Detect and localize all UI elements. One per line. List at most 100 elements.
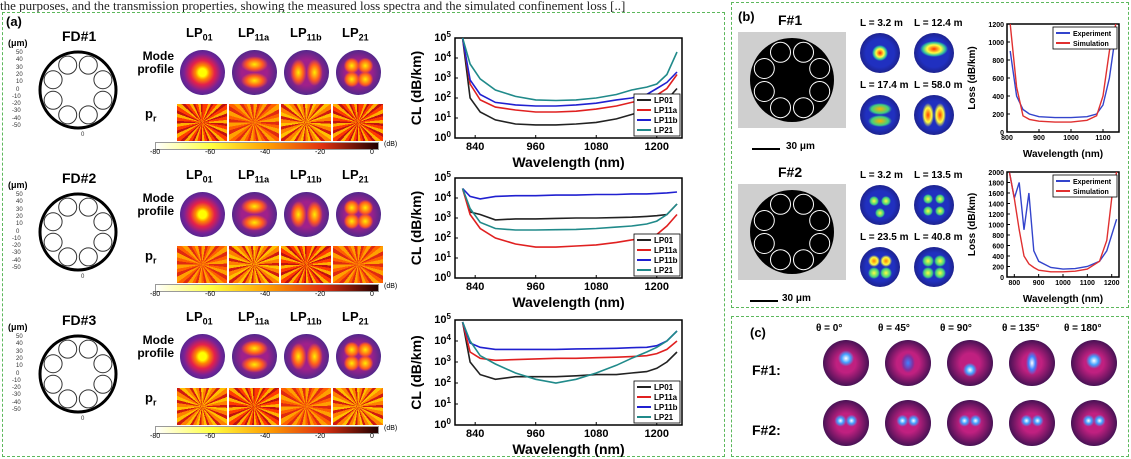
- panel-b-label: (b): [738, 9, 755, 24]
- capillary-tube: [43, 354, 63, 374]
- measured-mode-image: [860, 95, 900, 135]
- axis-tick: 30: [16, 206, 23, 213]
- capillary-tube: [43, 374, 63, 394]
- series-line-simulation: [1009, 23, 1117, 123]
- legend-label: LP01: [654, 383, 674, 392]
- axis-tick: 0: [16, 86, 20, 93]
- scale-bar-line: [752, 148, 780, 150]
- capillary-tube: [78, 247, 98, 267]
- y-tick-label: 100: [434, 130, 451, 144]
- axis-tick: 30: [16, 64, 23, 71]
- y-tick-label: 2000: [988, 170, 1004, 177]
- y-tick-label: 1000: [988, 40, 1004, 47]
- axis-tick: 30: [16, 348, 23, 355]
- colorbar-tick: -80: [150, 149, 161, 156]
- output-mode-image: [885, 340, 931, 386]
- capillary-tube: [770, 193, 791, 215]
- unit-label: (μm): [8, 38, 28, 48]
- y-tick-label: 1200: [988, 212, 1004, 219]
- x-tick-label: 1000: [1055, 280, 1071, 287]
- cl-chart-fd2: 100 101 102 103 104 105 840 960 1080 1200 Waveleng…: [408, 170, 683, 310]
- mode-name-label: LP11a: [238, 309, 270, 327]
- colorbar-tick: 0: [370, 149, 374, 156]
- x-tick-label: 960: [527, 141, 545, 153]
- colorbar-tick: -80: [150, 433, 161, 440]
- capillary-tube: [58, 197, 78, 217]
- mode-profile-label: Mode profile: [137, 333, 174, 360]
- capillary-tube: [809, 233, 831, 254]
- colorbar-tick: -20: [315, 149, 326, 156]
- y-tick-label: 103: [434, 354, 451, 368]
- mode-subscript: 21: [358, 174, 369, 185]
- y-tick-label: 1000: [988, 223, 1004, 230]
- axis-tick: 20: [16, 71, 23, 78]
- capillary-tube: [78, 105, 98, 125]
- axis-tick: -50: [12, 265, 21, 271]
- y-tick-label: 0: [1000, 275, 1004, 282]
- capillary-tube: [793, 97, 814, 119]
- panel-c: (c): [731, 316, 1129, 457]
- mode-name-label: LP01: [186, 25, 213, 43]
- capillary-tube: [809, 58, 831, 79]
- capillary-tube: [78, 339, 98, 359]
- output-mode-image: [1009, 340, 1055, 386]
- y-tick-label: 105: [434, 170, 451, 184]
- axis-tick: -30: [12, 108, 21, 115]
- loss-chart-f1: 0 200 400 600 800 1000 1200 800 900 1000 1100 Wavel…: [967, 22, 1120, 160]
- output-mode-image: [947, 340, 993, 386]
- y-tick-label: 104: [434, 50, 451, 64]
- cladding-ring: [38, 192, 118, 272]
- y-tick-label: 101: [434, 250, 451, 264]
- measured-mode-image: [860, 247, 900, 287]
- x-tick-label: 1100: [1080, 280, 1095, 287]
- axis-tick: -20: [12, 101, 21, 108]
- capillary-tube: [43, 232, 63, 252]
- capillary-tube: [78, 197, 98, 217]
- y-tick-label: 104: [434, 190, 451, 204]
- y-tick-label: 800: [992, 58, 1004, 65]
- output-mode-image: [885, 400, 931, 446]
- y-tick-label: 200: [992, 112, 1004, 119]
- capillary-tube: [43, 212, 63, 232]
- x-tick-label: 900: [1033, 135, 1045, 142]
- series-line-lp01: [461, 321, 678, 381]
- fiber-cross-section: [38, 50, 118, 130]
- panel-a-label: (a): [6, 14, 22, 29]
- axis-tick: 0: [16, 228, 20, 235]
- y-tick-label: 0: [1000, 130, 1004, 137]
- output-mode-image: [1071, 400, 1117, 446]
- length-label: L = 12.4 m: [914, 18, 963, 29]
- legend-label: Simulation: [1073, 189, 1109, 196]
- y-tick-label: 800: [992, 233, 1004, 240]
- capillary-tube: [93, 90, 113, 110]
- mode-profile-image: [284, 50, 329, 95]
- axis-tick: 0: [81, 274, 85, 280]
- legend-label: LP21: [654, 413, 674, 422]
- x-tick-label: 840: [466, 141, 484, 153]
- legend-label: LP01: [654, 236, 674, 245]
- mode-name-label: LP11b: [290, 167, 322, 185]
- mode-profile-image: [284, 334, 329, 379]
- mode-subscript: 11b: [306, 316, 322, 327]
- mode-subscript: 01: [202, 174, 213, 185]
- y-tick-label: 103: [434, 70, 451, 84]
- axis-tick: 20: [16, 355, 23, 362]
- mode-name-label: LP21: [342, 25, 369, 43]
- pr-map-image: [333, 104, 383, 141]
- mode-name-label: LP01: [186, 167, 213, 185]
- y-axis-label: CL (dB/km): [408, 51, 424, 125]
- fiber-name: F#2: [778, 164, 803, 180]
- axis-tick: -10: [12, 93, 21, 100]
- angle-label: θ = 135°: [1002, 323, 1040, 334]
- legend-label: LP11b: [654, 403, 678, 412]
- legend-label: LP11b: [654, 256, 678, 265]
- series-line-lp21: [461, 321, 678, 384]
- pr-map-image: [229, 104, 279, 141]
- capillary-tube: [78, 55, 98, 75]
- x-axis-label: Wavelength (nm): [1023, 294, 1103, 305]
- pr-label: pr: [145, 248, 157, 266]
- legend-label: Simulation: [1073, 41, 1109, 48]
- axis-tick: -10: [12, 235, 21, 242]
- mode-profile-image: [336, 334, 381, 379]
- y-tick-label: 1800: [988, 181, 1004, 188]
